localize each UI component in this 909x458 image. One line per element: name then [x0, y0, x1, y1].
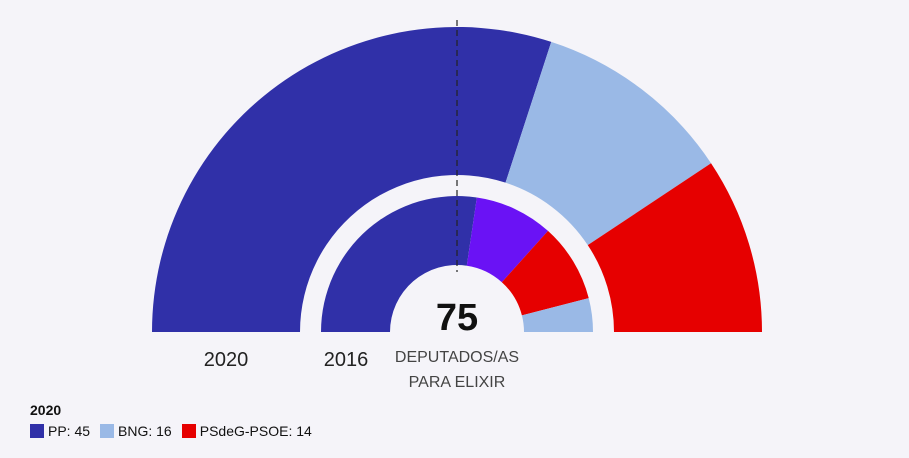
segment-2016-en-marea — [466, 197, 549, 283]
legend-swatch-pp — [30, 424, 44, 438]
ring-2020 — [152, 26, 762, 332]
center-label-line1: DEPUTADOS/AS — [395, 349, 519, 366]
segment-2020-psdeg-psoe — [587, 163, 762, 332]
parliament-chart: 2020 2016 75 DEPUTADOS/AS PARA ELIXIR — [152, 20, 762, 391]
segment-2020-pp — [152, 26, 552, 332]
segment-2016-psdeg-psoe — [501, 230, 589, 316]
legend-item-bng: BNG: 16 — [100, 423, 172, 439]
legend-title: 2020 — [30, 402, 62, 418]
legend-swatch-bng — [100, 424, 115, 438]
ring-label-2020: 2020 — [204, 349, 249, 371]
legend-swatch-psoe — [181, 424, 196, 438]
legend-items: PP: 45 BNG: 16 PSdeG-PSOE: 14 — [30, 423, 322, 439]
legend: 2020 PP: 45 BNG: 16 PSdeG-PSOE: 14 — [30, 402, 322, 439]
segment-2016-pp — [321, 196, 477, 332]
segment-2016-bng — [521, 298, 593, 332]
segment-2020-bng — [505, 41, 712, 246]
legend-label-bng: BNG: 16 — [118, 423, 172, 439]
legend-item-psoe: PSdeG-PSOE: 14 — [181, 423, 312, 439]
ring-2016 — [321, 196, 593, 332]
legend-item-pp: PP: 45 — [30, 423, 90, 439]
center-label-line2: PARA ELIXIR — [409, 374, 506, 391]
total-seats-number: 75 — [436, 297, 478, 339]
legend-label-pp: PP: 45 — [48, 423, 91, 439]
ring-label-2016: 2016 — [324, 349, 369, 371]
legend-label-psoe: PSdeG-PSOE: 14 — [199, 423, 312, 439]
